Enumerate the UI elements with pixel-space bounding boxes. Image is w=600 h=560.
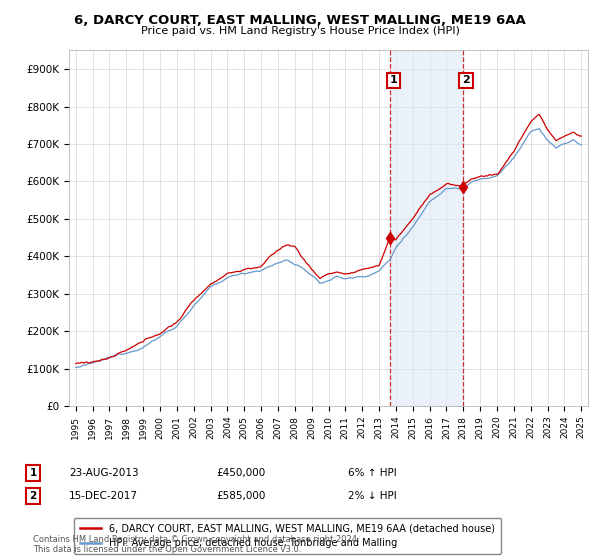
Text: 6, DARCY COURT, EAST MALLING, WEST MALLING, ME19 6AA: 6, DARCY COURT, EAST MALLING, WEST MALLI…: [74, 14, 526, 27]
Text: Contains HM Land Registry data © Crown copyright and database right 2024.: Contains HM Land Registry data © Crown c…: [33, 535, 359, 544]
Text: 23-AUG-2013: 23-AUG-2013: [69, 468, 139, 478]
Text: 2: 2: [462, 76, 470, 85]
Text: 15-DEC-2017: 15-DEC-2017: [69, 491, 138, 501]
Text: Price paid vs. HM Land Registry's House Price Index (HPI): Price paid vs. HM Land Registry's House …: [140, 26, 460, 36]
Legend: 6, DARCY COURT, EAST MALLING, WEST MALLING, ME19 6AA (detached house), HPI: Aver: 6, DARCY COURT, EAST MALLING, WEST MALLI…: [74, 517, 500, 554]
Text: 1: 1: [29, 468, 37, 478]
Text: £450,000: £450,000: [216, 468, 265, 478]
Text: This data is licensed under the Open Government Licence v3.0.: This data is licensed under the Open Gov…: [33, 545, 301, 554]
Text: 6% ↑ HPI: 6% ↑ HPI: [348, 468, 397, 478]
Text: 1: 1: [389, 76, 397, 85]
Text: £585,000: £585,000: [216, 491, 265, 501]
Text: 2: 2: [29, 491, 37, 501]
Text: 2% ↓ HPI: 2% ↓ HPI: [348, 491, 397, 501]
